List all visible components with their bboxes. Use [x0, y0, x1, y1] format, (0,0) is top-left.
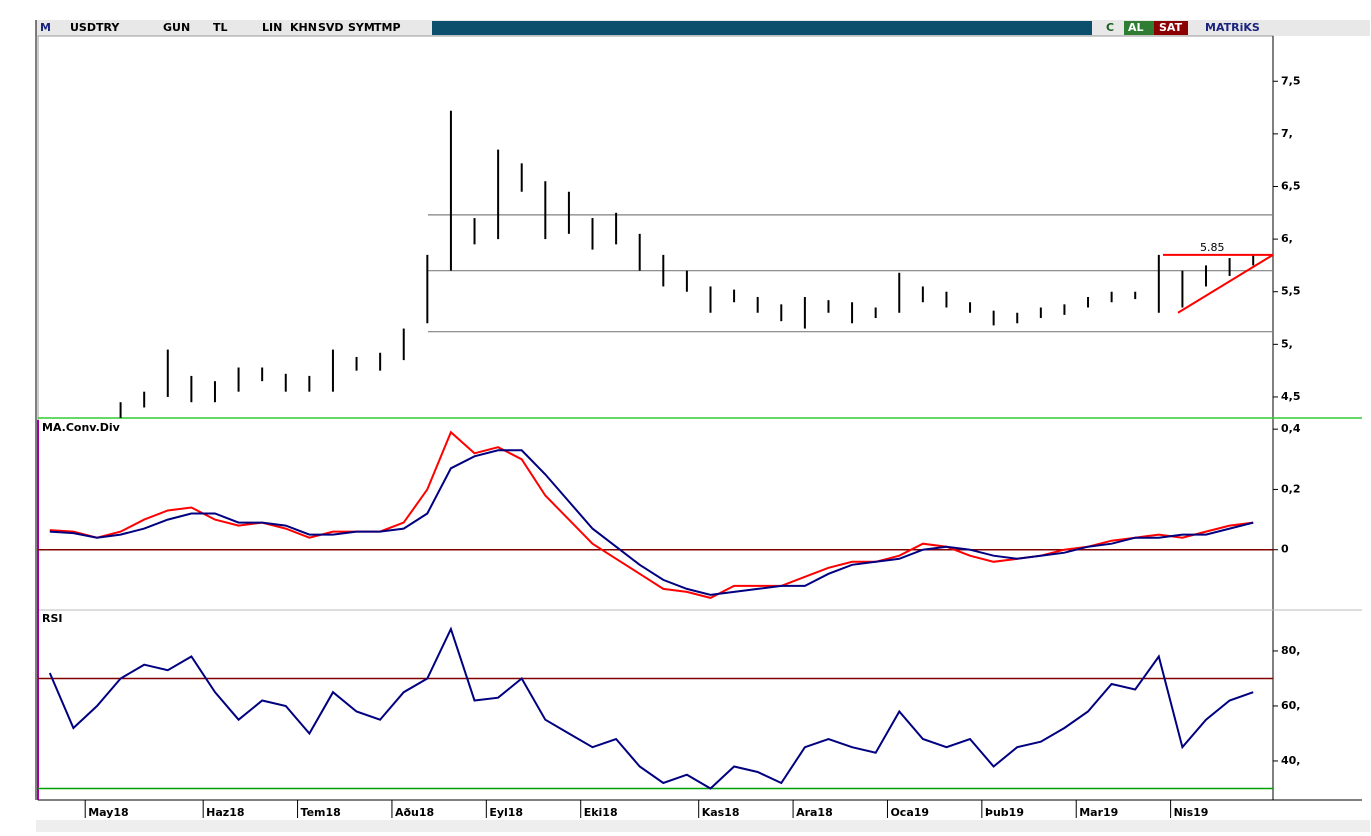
y-tick-label: 0: [1281, 543, 1289, 556]
y-tick-label: 7,5: [1281, 74, 1301, 87]
panel-title: RSI: [42, 612, 63, 625]
toolbar-button[interactable]: SVD: [318, 21, 344, 34]
y-tick-label: 40,: [1281, 754, 1301, 767]
y-tick-label: 6,: [1281, 232, 1293, 245]
x-tick-label: Haz18: [206, 806, 244, 819]
panel: [38, 430, 1273, 599]
toolbar-button[interactable]: C: [1106, 21, 1114, 34]
x-tick-label: Þub19: [985, 806, 1024, 819]
panel: [119, 110, 1273, 418]
trend-line: [1177, 254, 1273, 314]
panel: [38, 626, 1273, 790]
scrollbar[interactable]: [36, 820, 1370, 832]
toolbar-button[interactable]: USDTRY: [70, 21, 120, 34]
x-tick-label: Eyl18: [489, 806, 523, 819]
series-line: [49, 449, 1254, 596]
y-tick-label: 5,5: [1281, 285, 1301, 298]
toolbar-button[interactable]: M: [40, 21, 51, 34]
x-tick-label: Aðu18: [395, 806, 434, 819]
x-tick-label: Eki18: [584, 806, 618, 819]
x-tick-label: Mar19: [1079, 806, 1118, 819]
x-tick-label: Oca19: [890, 806, 929, 819]
y-tick-label: 80,: [1281, 644, 1301, 657]
x-tick-label: Tem18: [301, 806, 341, 819]
y-tick-label: 7,: [1281, 127, 1293, 140]
toolbar-button[interactable]: TMP: [374, 21, 401, 34]
toolbar-button[interactable]: MATRiKS: [1205, 21, 1260, 34]
x-tick-label: May18: [88, 806, 129, 819]
toolbar-button[interactable]: KHN: [290, 21, 317, 34]
y-tick-label: 0,2: [1281, 482, 1301, 495]
sell-button-bg: [1154, 21, 1188, 35]
y-tick-label: 0,4: [1281, 422, 1301, 435]
toolbar-button[interactable]: TL: [213, 21, 228, 34]
y-tick-label: 60,: [1281, 699, 1301, 712]
toolbar-strip: [432, 21, 1092, 35]
y-tick-label: 6,5: [1281, 179, 1301, 192]
toolbar-button[interactable]: SYM: [348, 21, 375, 34]
x-tick-label: Ara18: [796, 806, 833, 819]
toolbar-button[interactable]: GUN: [163, 21, 190, 34]
toolbar-button[interactable]: LIN: [262, 21, 282, 34]
toolbar-button[interactable]: SAT: [1159, 21, 1183, 34]
buy-button-bg: [1124, 21, 1154, 35]
y-tick-label: 4,5: [1281, 390, 1301, 403]
panel-title: MA.Conv.Div: [42, 421, 121, 434]
y-tick-label: 5,: [1281, 337, 1293, 350]
resistance-label: 5.85: [1200, 241, 1225, 254]
x-tick-label: Kas18: [702, 806, 740, 819]
toolbar-button[interactable]: AL: [1128, 21, 1144, 34]
series-line: [49, 430, 1254, 599]
x-tick-label: Nis19: [1174, 806, 1209, 819]
series-line: [48, 626, 1254, 790]
